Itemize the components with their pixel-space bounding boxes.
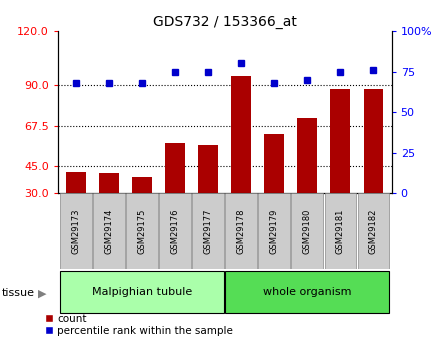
Bar — [331, 89, 350, 193]
Text: Malpighian tubule: Malpighian tubule — [92, 287, 192, 297]
Text: GSM29179: GSM29179 — [270, 208, 279, 254]
Text: GSM29173: GSM29173 — [72, 208, 81, 254]
Bar — [192, 193, 224, 269]
Text: GSM29180: GSM29180 — [303, 208, 312, 254]
Text: ▶: ▶ — [38, 288, 46, 298]
Bar — [93, 193, 125, 269]
Bar — [60, 193, 92, 269]
Bar — [60, 272, 224, 313]
Text: GSM29182: GSM29182 — [369, 208, 378, 254]
Text: GSM29181: GSM29181 — [336, 208, 345, 254]
Bar — [66, 171, 86, 193]
Bar — [198, 145, 218, 193]
Bar — [291, 193, 323, 269]
Text: tissue: tissue — [2, 288, 35, 298]
Bar — [132, 177, 152, 193]
Bar — [225, 272, 389, 313]
Bar — [99, 174, 119, 193]
Bar — [159, 193, 191, 269]
Text: GSM29175: GSM29175 — [138, 208, 146, 254]
Bar — [358, 193, 389, 269]
Legend: count, percentile rank within the sample: count, percentile rank within the sample — [41, 309, 238, 340]
Text: GSM29178: GSM29178 — [237, 208, 246, 254]
Bar — [259, 193, 290, 269]
Text: GSM29176: GSM29176 — [171, 208, 180, 254]
Bar — [231, 76, 251, 193]
Bar — [324, 193, 356, 269]
Bar — [225, 193, 257, 269]
Bar — [297, 118, 317, 193]
Bar — [264, 134, 284, 193]
Bar — [126, 193, 158, 269]
Text: GSM29174: GSM29174 — [105, 208, 113, 254]
Title: GDS732 / 153366_at: GDS732 / 153366_at — [153, 14, 297, 29]
Bar — [364, 89, 383, 193]
Text: GSM29177: GSM29177 — [204, 208, 213, 254]
Bar — [165, 143, 185, 193]
Text: whole organism: whole organism — [263, 287, 352, 297]
